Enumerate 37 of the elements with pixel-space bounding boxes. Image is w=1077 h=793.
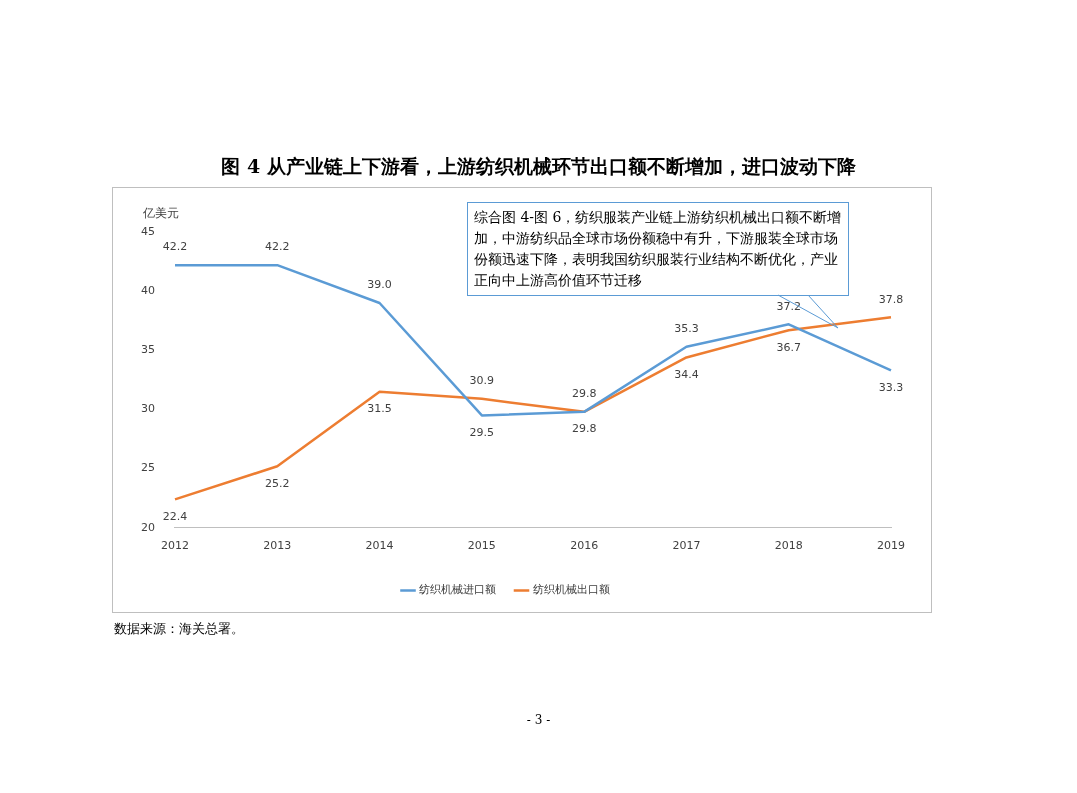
data-label: 25.2 xyxy=(265,476,290,490)
y-axis-title: 亿美元 xyxy=(142,206,179,221)
data-label: 42.2 xyxy=(265,240,290,254)
x-tick-label: 2016 xyxy=(570,539,599,553)
data-label: 30.9 xyxy=(469,374,495,388)
y-tick-label: 35 xyxy=(141,343,155,357)
y-tick-label: 45 xyxy=(141,224,155,238)
data-label: 37.8 xyxy=(878,292,904,306)
x-tick-label: 2015 xyxy=(467,539,496,553)
legend-label: 纺织机械出口额 xyxy=(532,583,610,597)
chart-title: 图 4 从产业链上下游看，上游纺织机械环节出口额不断增加，进口波动下降 xyxy=(220,154,857,179)
data-label: 35.3 xyxy=(674,322,699,336)
data-label: 33.3 xyxy=(878,380,904,394)
y-tick-label: 30 xyxy=(141,402,155,416)
x-tick-label: 2018 xyxy=(774,539,803,553)
text: - 3 - xyxy=(525,713,552,727)
source-note: 数据来源：海关总署。 xyxy=(114,620,244,638)
x-tick-label: 2017 xyxy=(672,539,701,553)
data-label: 36.7 xyxy=(776,340,801,354)
data-label: 37.2 xyxy=(776,299,801,313)
data-label: 31.5 xyxy=(367,402,392,416)
x-tick-label: 2013 xyxy=(263,539,292,553)
data-label: 39.0 xyxy=(367,278,392,292)
data-label: 34.4 xyxy=(674,367,699,381)
y-tick-label: 40 xyxy=(141,284,155,298)
data-label: 29.8 xyxy=(571,387,597,401)
annotation: 综合图 4-图 6，纺织服装产业链上游纺织机械出口额不断增加，中游纺织品全球市场份额稳中有升，下游服装全球市场份额迅速下降，表明我国纺织服装行业结构不断优化，产业正向中上游高价值环节迁移 xyxy=(467,202,849,296)
y-tick-label: 25 xyxy=(141,461,155,475)
x-tick-label: 2014 xyxy=(365,539,394,553)
y-tick-label: 20 xyxy=(141,520,155,534)
x-tick-label: 2019 xyxy=(877,539,905,553)
data-label: 22.4 xyxy=(162,509,188,523)
x-tick-label: 2012 xyxy=(161,539,189,553)
data-label: 42.2 xyxy=(162,240,188,254)
legend-label: 纺织机械进口额 xyxy=(419,583,496,597)
data-label: 29.8 xyxy=(571,422,597,436)
data-label: 29.5 xyxy=(469,425,495,439)
